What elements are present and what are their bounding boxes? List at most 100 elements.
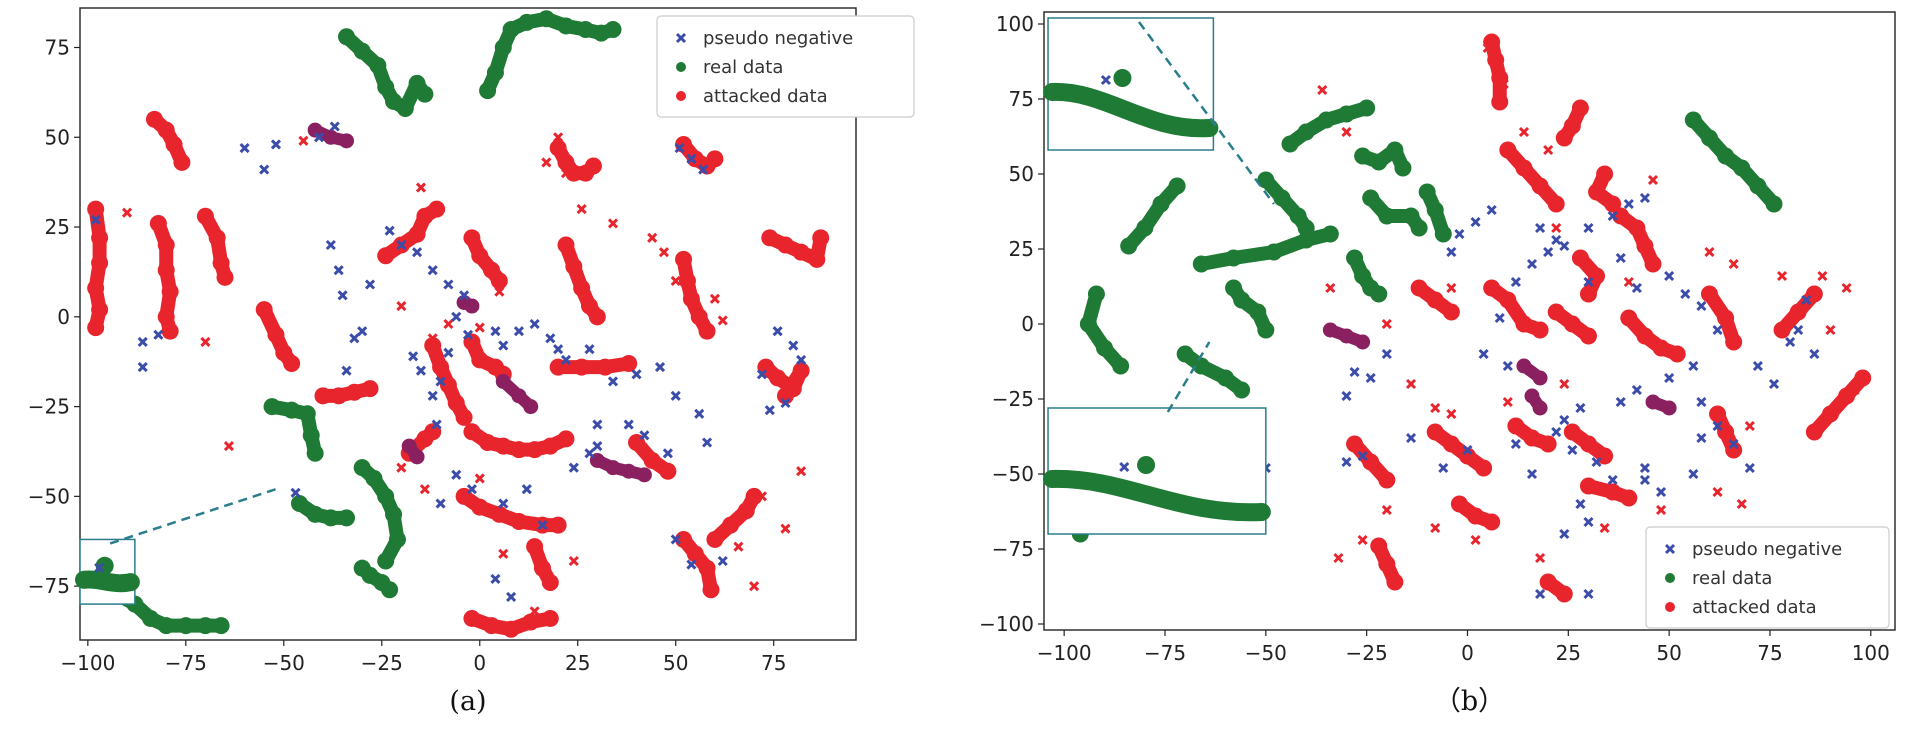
legend: pseudo negative real data attacked data (1645, 526, 1890, 629)
attacked-x-marker (1623, 276, 1634, 288)
attacked-data-cluster (314, 380, 379, 405)
attacked-data-cluster (675, 250, 716, 340)
pseudo-negative-point (1535, 588, 1546, 600)
x-tick-label: −25 (361, 651, 403, 675)
legend-label-pseudo: pseudo negative (703, 28, 853, 49)
attacked-data-cluster (1620, 309, 1686, 363)
pseudo-negative-point (435, 376, 446, 387)
attacked-data-cluster (1555, 99, 1589, 147)
pseudo-negative-point (1696, 396, 1707, 408)
attacked-x-marker (1341, 126, 1352, 138)
pseudo-negative-point (1365, 372, 1376, 384)
pseudo-negative-point (1559, 414, 1570, 426)
attacked-data-cluster (424, 337, 473, 426)
pseudo-negative-point (1583, 588, 1594, 600)
legend: pseudo negative real data attacked data (656, 15, 915, 118)
x-tick-label: 50 (663, 651, 688, 675)
attacked-x-marker (474, 473, 485, 484)
x-tick-label: −100 (1037, 641, 1092, 665)
attacked-data-cluster (1709, 405, 1743, 459)
attacked-x-marker (1849, 384, 1860, 396)
attacked-x-marker (396, 462, 407, 473)
pseudo-negative-point (1551, 234, 1562, 246)
x-tick-label: 50 (1656, 641, 1681, 665)
real-data-cluster (290, 495, 356, 527)
real-data-cluster (338, 28, 434, 118)
pseudo-negative-point (411, 247, 423, 258)
attacked-x-marker (1712, 486, 1723, 498)
pseudo-negative-point (1680, 288, 1691, 300)
attacked-x-marker (1647, 174, 1659, 186)
y-tick-label: 50 (1009, 162, 1034, 186)
pseudo-negative-point (1688, 468, 1699, 480)
inset-pseudo-point (1119, 461, 1130, 473)
attacked-x-marker (749, 581, 760, 592)
y-tick-label: −75 (28, 574, 70, 598)
pseudo-negative-point (1583, 276, 1594, 288)
attacked-data-cluster (675, 530, 720, 599)
attacked-data-cluster (557, 236, 606, 326)
attacked-x-marker (1357, 534, 1368, 546)
pseudo-negative-point (670, 534, 681, 545)
pseudo-negative-point (1639, 192, 1651, 204)
pseudo-negative-point (1446, 246, 1457, 258)
attacked-x-marker (494, 286, 505, 297)
pseudo-negative-point (1341, 390, 1352, 402)
pseudo-negative-point (270, 139, 282, 150)
panel-caption: （b） (1434, 686, 1505, 717)
y-tick-label: 100 (996, 12, 1034, 36)
y-tick-label: −75 (992, 537, 1034, 561)
plot-area (1071, 33, 1872, 603)
attacked-x-marker (498, 548, 509, 559)
attacked-x-marker (1841, 282, 1852, 294)
attacked-x-marker (223, 441, 234, 452)
attacked-x-marker (1551, 222, 1562, 234)
legend-label-real: real data (703, 57, 783, 78)
panel-caption: (a) (449, 686, 486, 717)
x-tick-label: 75 (761, 651, 786, 675)
pseudo-negative-point (1744, 462, 1755, 474)
attacked-x-marker (1535, 552, 1546, 564)
real-data-cluster (1362, 189, 1428, 237)
legend-marker-pseudo (675, 32, 687, 44)
pseudo-negative-point (1583, 516, 1594, 528)
pseudo-negative-point (290, 487, 301, 498)
x-tick-label: 25 (565, 651, 590, 675)
real-data-cluster (353, 559, 399, 599)
pseudo-negative-point (584, 344, 595, 355)
pseudo-negative-point (1454, 228, 1465, 240)
pseudo-negative-point (1615, 252, 1626, 264)
attacked-x-marker (1430, 522, 1441, 534)
pseudo-negative-point (553, 344, 564, 355)
pseudo-negative-point (1575, 402, 1586, 414)
pseudo-negative-point (239, 142, 250, 154)
pseudo-negative-point (466, 484, 477, 495)
pseudo-negative-point (1438, 462, 1449, 474)
overlap-cluster (401, 438, 425, 465)
attacked-data-cluster (87, 200, 109, 337)
attacked-x-marker (1405, 378, 1417, 390)
attacked-data-cluster (1346, 435, 1396, 489)
pseudo-negative-point (1349, 366, 1360, 378)
inset-pseudo-point (94, 562, 105, 573)
y-tick-label: 75 (45, 36, 70, 60)
real-data-cluster (263, 398, 324, 462)
attacked-data-cluster (1588, 165, 1622, 213)
pseudo-negative-point (337, 290, 348, 301)
pseudo-negative-point (780, 397, 791, 409)
pseudo-negative-point (1381, 348, 1392, 360)
pseudo-negative-point (451, 469, 462, 480)
attacked-x-marker (1777, 270, 1788, 282)
pseudo-negative-point (545, 333, 556, 344)
pseudo-negative-point (490, 573, 501, 585)
pseudo-negative-point (756, 369, 768, 380)
pseudo-negative-point (333, 265, 344, 276)
attacked-data-cluster (1450, 495, 1501, 531)
zoom-inset (1043, 407, 1271, 535)
pseudo-negative-point (717, 555, 728, 567)
x-tick-label: −75 (1144, 641, 1186, 665)
attacked-data-cluster (145, 110, 191, 171)
pseudo-negative-point (1607, 210, 1618, 222)
pseudo-negative-point (623, 419, 634, 430)
